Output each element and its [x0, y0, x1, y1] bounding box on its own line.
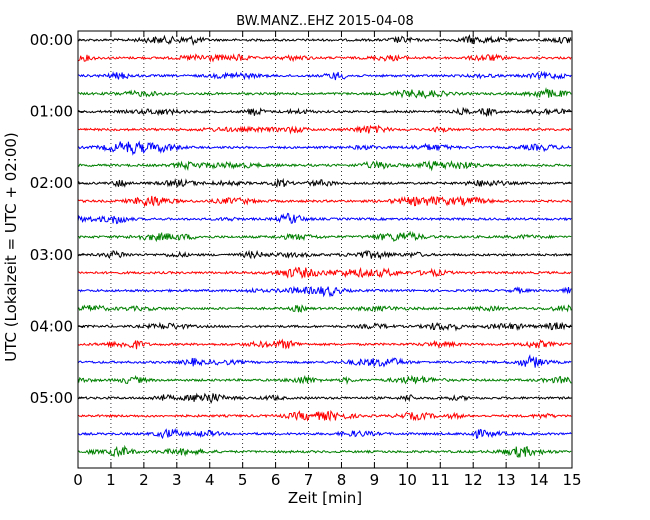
- trace-line: [77, 34, 572, 46]
- trace-line: [77, 354, 572, 368]
- trace-line: [77, 338, 572, 350]
- trace-line: [77, 266, 572, 280]
- plot-frame: [77, 30, 573, 469]
- x-tick-label: 10: [398, 471, 417, 489]
- x-axis-ticks: 0 1 2 3 4 5 6 7 8 9 10 11 12 13 14 15: [73, 31, 582, 489]
- seismic-traces: [77, 34, 572, 458]
- y-axis-label: UTC (Lokalzeit = UTC + 02:00): [2, 132, 20, 362]
- trace-line: [77, 124, 572, 135]
- chart-title: BW.MANZ..EHZ 2015-04-08: [236, 14, 414, 29]
- trace-line: [77, 212, 572, 225]
- trace-line: [77, 304, 572, 313]
- trace-line: [77, 195, 572, 208]
- trace-line: [77, 106, 572, 118]
- y-tick-label: 01:00: [30, 103, 73, 121]
- x-tick-label: 11: [431, 471, 450, 489]
- x-tick-label: 2: [139, 471, 149, 489]
- trace-line: [77, 70, 572, 81]
- x-tick-label: 5: [238, 471, 248, 489]
- y-tick-label: 03:00: [30, 246, 73, 264]
- x-tick-label: 8: [337, 471, 347, 489]
- x-axis-label: Zeit [min]: [288, 489, 362, 507]
- x-tick-label: 12: [464, 471, 483, 489]
- y-tick-label: 00:00: [30, 31, 73, 49]
- x-tick-label: 0: [73, 471, 83, 489]
- x-tick-label: 7: [304, 471, 314, 489]
- y-axis-ticks: 00:00 01:00 02:00 03:00 04:00 05:00: [30, 31, 572, 407]
- x-tick-label: 4: [205, 471, 215, 489]
- x-tick-label: 3: [172, 471, 182, 489]
- trace-line: [77, 444, 572, 458]
- y-tick-label: 05:00: [30, 389, 73, 407]
- trace-line: [77, 392, 572, 404]
- x-tick-label: 9: [370, 471, 380, 489]
- trace-line: [77, 409, 572, 422]
- trace-line: [77, 428, 572, 440]
- trace-line: [77, 285, 572, 298]
- x-tick-label: 15: [562, 471, 581, 489]
- x-tick-label: 6: [271, 471, 281, 489]
- x-tick-label: 13: [497, 471, 516, 489]
- x-tick-label: 1: [106, 471, 116, 489]
- trace-line: [77, 374, 572, 385]
- x-tick-label: 14: [530, 471, 549, 489]
- y-tick-label: 02:00: [30, 174, 73, 192]
- trace-line: [77, 140, 572, 156]
- y-tick-label: 04:00: [30, 317, 73, 335]
- trace-line: [77, 177, 572, 188]
- trace-line: [77, 321, 572, 332]
- trace-line: [77, 159, 572, 172]
- x-gridlines: [110, 31, 540, 468]
- trace-line: [77, 230, 572, 243]
- trace-line: [77, 53, 572, 63]
- trace-line: [77, 87, 572, 100]
- trace-line: [77, 249, 572, 260]
